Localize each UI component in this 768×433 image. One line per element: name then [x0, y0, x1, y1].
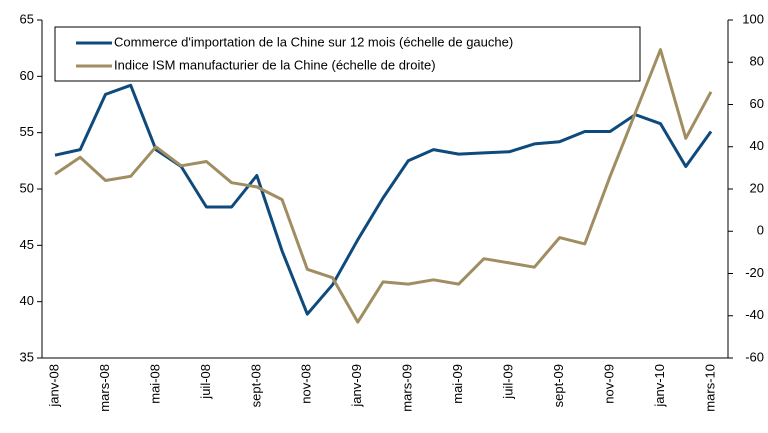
y-tick-label: 65 [20, 11, 34, 26]
x-tick-label: juil-08 [198, 364, 213, 400]
series-line [54, 83, 713, 316]
x-tick-label: nov-09 [602, 364, 617, 404]
legend-box [54, 26, 641, 82]
x-tick-label: mars-10 [702, 364, 717, 412]
y-tick-label: 60 [20, 68, 34, 83]
x-tick-label: mars-09 [400, 364, 415, 412]
legend-label: Indice ISM manufacturier de la Chine (éc… [114, 57, 436, 72]
y-tick-label: 35 [20, 349, 34, 364]
x-tick-label: sept-09 [551, 364, 566, 407]
y2-tick-label: 60 [750, 96, 764, 111]
x-tick-label: mai-08 [147, 364, 162, 404]
x-tick-label: sept-08 [248, 364, 263, 407]
y2-tick-label: -60 [745, 349, 764, 364]
y2-tick-label: 80 [750, 54, 764, 69]
y2-tick-label: -40 [745, 307, 764, 322]
y2-tick-label: 100 [742, 11, 764, 26]
x-tick-label: janv-08 [46, 364, 61, 408]
legend-label: Commerce d'importation de la Chine sur 1… [114, 34, 513, 49]
x-tick-label: mars-08 [97, 364, 112, 412]
x-tick-label: juil-09 [501, 364, 516, 400]
y-tick-label: 55 [20, 124, 34, 139]
y-tick-label: 45 [20, 237, 34, 252]
y-tick-label: 50 [20, 180, 34, 195]
y2-tick-label: 20 [750, 180, 764, 195]
y2-tick-label: -20 [745, 265, 764, 280]
y-tick-label: 40 [20, 293, 34, 308]
series-line [54, 48, 713, 324]
x-tick-label: nov-08 [299, 364, 314, 404]
x-tick-label: mai-09 [450, 364, 465, 404]
y2-tick-label: 40 [750, 138, 764, 153]
x-tick-label: janv-09 [349, 364, 364, 408]
y2-tick-label: 0 [757, 223, 764, 238]
x-tick-label: janv-10 [652, 364, 667, 408]
